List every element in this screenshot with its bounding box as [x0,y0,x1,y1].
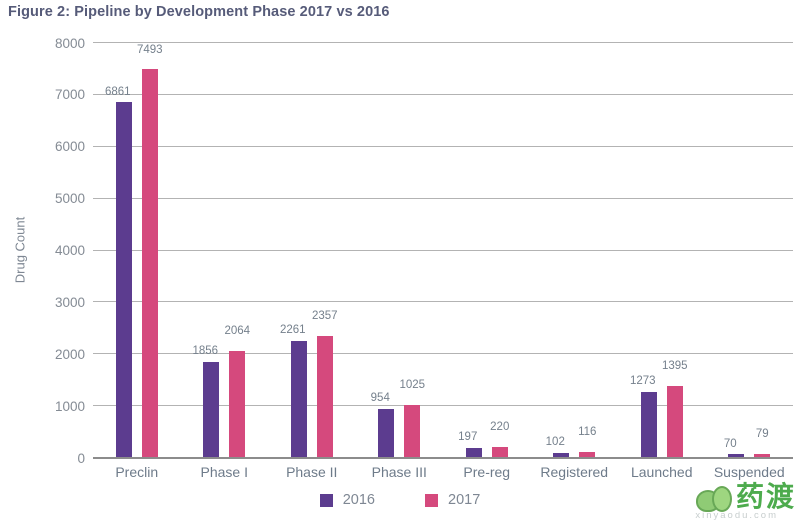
plot-area: 6861 7493 1856 2064 2261 2357 954 1025 197 220 102… [93,42,794,459]
value-label-2016-phase-iii: 954 [370,392,390,405]
bar-group-preclin: 6861 7493 [93,43,181,458]
bar-2017-suspended [754,453,771,458]
watermark-site-text: xinyaodu.com [695,510,778,521]
y-tick-label-1000: 1000 [54,398,85,414]
bar-2017-preclin [141,69,158,458]
value-label-2017-phase-i: 2064 [224,325,251,338]
value-label-2016-registered: 102 [545,436,565,449]
gridline-4000 [93,249,793,251]
bar-group-pre-reg: 197 220 [443,43,531,458]
bar-2016-preclin [115,102,132,458]
y-tick-label-8000: 8000 [54,35,85,51]
legend-item-2017: 2017 [425,492,480,508]
bar-2016-phase-ii [290,340,307,458]
value-label-2016-launched: 1273 [629,375,656,388]
bar-group-phase-ii: 2261 2357 [268,43,356,458]
value-label-2017-suspended: 79 [755,428,769,441]
bar-2016-pre-reg [465,447,482,458]
bar-group-phase-iii: 954 1025 [356,43,444,458]
value-label-2017-preclin: 7493 [136,43,163,56]
legend-label-2017: 2017 [448,492,481,508]
value-label-2016-phase-i: 1856 [192,345,219,358]
bar-2016-suspended [728,454,745,458]
legend-swatch-2016 [319,493,333,507]
bar-2017-pre-reg [491,446,508,458]
gridline-1000 [93,405,793,407]
value-label-2017-registered: 116 [578,426,597,439]
x-tick-label-phase-ii: Phase II [286,464,338,480]
y-axis-tick-labels: 0 1000 2000 3000 4000 5000 6000 7000 8000 [8,36,85,464]
value-label-2016-pre-reg: 197 [458,431,478,444]
y-tick-label-0: 0 [77,450,85,466]
value-label-2017-launched: 1395 [661,360,688,373]
bar-2016-phase-i [203,361,220,458]
bar-2017-phase-i [229,350,246,458]
bar-2017-registered [579,451,596,458]
y-tick-label-5000: 5000 [54,190,85,206]
x-tick-label-launched: Launched [630,464,693,480]
legend-item-2016: 2016 [319,492,375,508]
bar-2017-launched [666,385,683,458]
x-tick-label-phase-iii: Phase III [371,464,427,480]
bar-2016-launched [640,391,657,458]
gridline-7000 [93,93,793,95]
bar-group-suspended: 70 79 [706,43,794,458]
figure-title: Figure 2: Pipeline by Development Phase … [8,4,390,20]
y-tick-label-3000: 3000 [54,294,85,310]
x-tick-label-pre-reg: Pre-reg [463,464,511,480]
value-label-2017-phase-ii: 2357 [311,310,338,323]
value-label-2017-pre-reg: 220 [490,421,510,434]
y-tick-label-6000: 6000 [54,139,85,154]
legend-swatch-2017 [425,493,438,507]
bar-2017-phase-ii [316,335,333,458]
legend-label-2016: 2016 [342,492,375,508]
x-axis-tick-labels: Preclin Phase I Phase II Phase III Pre-reg Re… [93,464,793,484]
value-label-2016-phase-ii: 2261 [279,324,306,337]
value-label-2016-suspended: 70 [723,437,737,450]
gridline-3000 [93,301,793,303]
y-tick-label-4000: 4000 [54,242,85,258]
bar-2016-registered [553,452,570,458]
legend: 2016 2017 [0,492,800,508]
bar-group-phase-i: 1856 2064 [181,43,269,458]
value-label-2017-phase-iii: 1025 [399,379,426,392]
value-label-2016-preclin: 6861 [104,85,131,98]
gridline-8000 [93,42,793,43]
bar-group-registered: 102 116 [531,43,619,458]
x-tick-label-preclin: Preclin [115,464,159,480]
x-tick-label-suspended: Suspended [713,464,785,480]
y-tick-label-7000: 7000 [54,87,85,103]
x-axis-line [93,457,793,459]
bar-group-launched: 1273 1395 [618,43,706,458]
x-tick-label-registered: Registered [540,464,609,480]
bar-2017-phase-iii [404,404,421,458]
gridline-6000 [93,145,793,147]
y-tick-label-2000: 2000 [54,346,85,362]
x-tick-label-phase-i: Phase I [200,464,248,480]
gridline-2000 [93,353,793,355]
bar-2016-phase-iii [378,408,395,458]
gridline-5000 [93,197,793,199]
